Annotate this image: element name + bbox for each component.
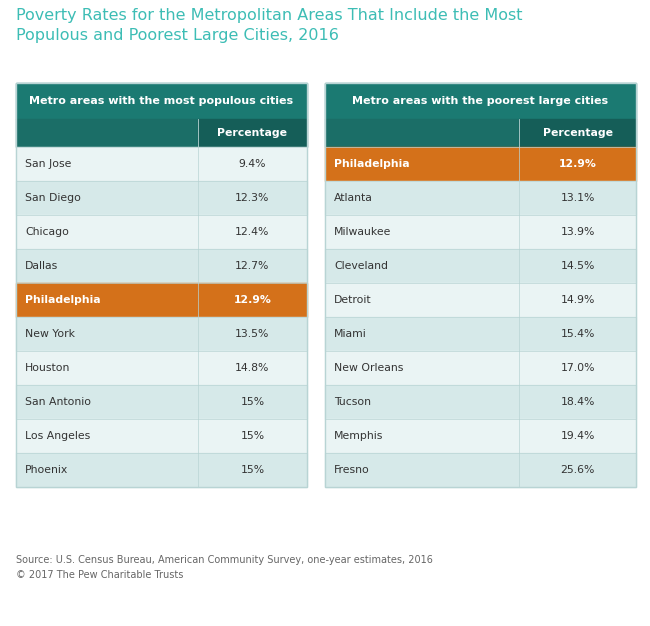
Text: 14.9%: 14.9% (560, 295, 595, 305)
Text: Tucson: Tucson (334, 397, 371, 407)
Bar (198, 249, 307, 283)
Text: 18.4%: 18.4% (560, 397, 595, 407)
Bar (198, 453, 307, 487)
Bar (325, 351, 519, 385)
Text: Philadelphia: Philadelphia (334, 159, 410, 169)
Text: Los Angeles: Los Angeles (25, 431, 90, 441)
Bar (16, 215, 198, 249)
Text: 15%: 15% (240, 465, 265, 475)
Text: 12.4%: 12.4% (235, 227, 270, 237)
Text: San Antonio: San Antonio (25, 397, 91, 407)
Bar (16, 283, 198, 317)
Bar (16, 119, 198, 147)
Bar (325, 83, 636, 487)
Bar (325, 83, 636, 119)
Text: Metro areas with the most populous cities: Metro areas with the most populous citie… (29, 96, 294, 106)
Bar (16, 181, 198, 215)
Bar (325, 419, 519, 453)
Text: 14.8%: 14.8% (235, 363, 270, 373)
Bar (519, 419, 636, 453)
Text: 13.5%: 13.5% (235, 329, 270, 339)
Bar (519, 453, 636, 487)
Text: Cleveland: Cleveland (334, 261, 388, 271)
Bar (325, 119, 519, 147)
Text: 14.5%: 14.5% (560, 261, 595, 271)
Text: Atlanta: Atlanta (334, 193, 373, 203)
Text: 15%: 15% (240, 397, 265, 407)
Text: Detroit: Detroit (334, 295, 372, 305)
Text: Milwaukee: Milwaukee (334, 227, 391, 237)
Text: 15%: 15% (240, 431, 265, 441)
Text: Dallas: Dallas (25, 261, 58, 271)
Bar (325, 181, 519, 215)
Text: Poverty Rates for the Metropolitan Areas That Include the Most
Populous and Poor: Poverty Rates for the Metropolitan Areas… (16, 8, 523, 43)
Text: 17.0%: 17.0% (560, 363, 595, 373)
Bar (198, 283, 307, 317)
Bar (325, 215, 519, 249)
Text: Houston: Houston (25, 363, 70, 373)
Bar (16, 147, 198, 181)
Bar (325, 249, 519, 283)
Text: Philadelphia: Philadelphia (25, 295, 101, 305)
Bar (519, 249, 636, 283)
Text: San Diego: San Diego (25, 193, 81, 203)
Bar (198, 351, 307, 385)
Bar (325, 385, 519, 419)
Bar (519, 147, 636, 181)
Text: 25.6%: 25.6% (560, 465, 595, 475)
Text: 19.4%: 19.4% (560, 431, 595, 441)
Bar (198, 181, 307, 215)
Bar (16, 453, 198, 487)
Text: 12.9%: 12.9% (559, 159, 597, 169)
Bar (519, 317, 636, 351)
Bar (198, 147, 307, 181)
Bar (16, 83, 307, 119)
Text: Source: U.S. Census Bureau, American Community Survey, one-year estimates, 2016
: Source: U.S. Census Bureau, American Com… (16, 555, 433, 580)
Text: Fresno: Fresno (334, 465, 370, 475)
Bar (519, 283, 636, 317)
Text: 13.1%: 13.1% (560, 193, 595, 203)
Text: 12.3%: 12.3% (235, 193, 270, 203)
Bar (16, 317, 198, 351)
Bar (16, 249, 198, 283)
Bar (325, 147, 519, 181)
Bar (198, 119, 307, 147)
Text: San Jose: San Jose (25, 159, 72, 169)
Text: 13.9%: 13.9% (560, 227, 595, 237)
Bar (198, 317, 307, 351)
Text: Phoenix: Phoenix (25, 465, 68, 475)
Text: 15.4%: 15.4% (560, 329, 595, 339)
Text: 12.9%: 12.9% (233, 295, 272, 305)
Bar (325, 453, 519, 487)
Text: 9.4%: 9.4% (239, 159, 266, 169)
Bar (198, 215, 307, 249)
Text: New Orleans: New Orleans (334, 363, 404, 373)
Bar (325, 283, 519, 317)
Bar (519, 119, 636, 147)
Bar (16, 419, 198, 453)
Bar (198, 385, 307, 419)
Text: 12.7%: 12.7% (235, 261, 270, 271)
Text: Percentage: Percentage (218, 128, 287, 138)
Bar (325, 317, 519, 351)
Bar (519, 351, 636, 385)
Bar (519, 385, 636, 419)
Text: Percentage: Percentage (543, 128, 613, 138)
Text: Chicago: Chicago (25, 227, 69, 237)
Bar (519, 181, 636, 215)
Bar (16, 385, 198, 419)
Bar (16, 83, 307, 487)
Bar (519, 215, 636, 249)
Text: Memphis: Memphis (334, 431, 384, 441)
Bar (16, 351, 198, 385)
Text: New York: New York (25, 329, 75, 339)
Bar (198, 419, 307, 453)
Text: Miami: Miami (334, 329, 367, 339)
Text: Metro areas with the poorest large cities: Metro areas with the poorest large citie… (352, 96, 608, 106)
